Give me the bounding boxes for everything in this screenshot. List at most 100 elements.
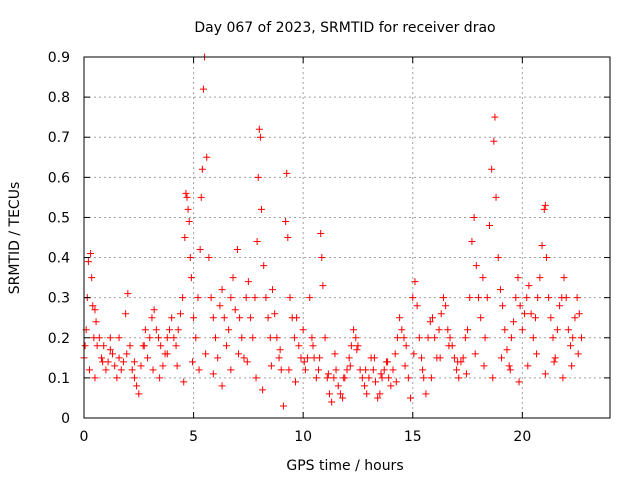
data-point bbox=[525, 282, 533, 290]
data-point bbox=[273, 334, 281, 342]
data-point bbox=[187, 274, 195, 282]
data-point bbox=[180, 378, 188, 386]
data-point bbox=[578, 334, 586, 342]
data-point bbox=[498, 354, 506, 362]
data-point bbox=[124, 290, 132, 298]
data-point bbox=[199, 85, 207, 93]
data-point bbox=[376, 390, 384, 398]
data-point bbox=[455, 374, 463, 382]
y-tick-label: 0.9 bbox=[48, 50, 70, 66]
data-point bbox=[352, 334, 360, 342]
data-point bbox=[358, 374, 366, 382]
data-point bbox=[262, 294, 270, 302]
data-point bbox=[163, 334, 171, 342]
data-point bbox=[87, 250, 95, 258]
data-point bbox=[462, 370, 470, 378]
x-tick-label: 10 bbox=[294, 429, 312, 445]
data-point bbox=[538, 242, 546, 250]
data-point bbox=[437, 310, 445, 318]
data-point bbox=[378, 374, 386, 382]
data-point bbox=[564, 326, 572, 334]
data-point bbox=[128, 366, 136, 374]
data-point bbox=[461, 334, 469, 342]
data-point bbox=[186, 254, 194, 262]
data-point bbox=[119, 358, 127, 366]
data-point bbox=[488, 165, 496, 173]
data-point bbox=[106, 346, 114, 354]
data-point bbox=[98, 354, 106, 362]
data-point bbox=[130, 358, 138, 366]
data-point bbox=[174, 326, 182, 334]
data-point bbox=[106, 334, 114, 342]
data-point bbox=[531, 314, 539, 322]
data-point bbox=[279, 402, 287, 410]
data-point bbox=[523, 294, 531, 302]
data-point bbox=[501, 326, 509, 334]
data-point bbox=[290, 334, 298, 342]
data-point bbox=[387, 382, 395, 390]
data-point bbox=[370, 354, 378, 362]
data-point bbox=[144, 354, 152, 362]
data-point bbox=[512, 294, 520, 302]
data-point bbox=[575, 310, 583, 318]
data-point bbox=[267, 362, 275, 370]
data-point bbox=[516, 302, 524, 310]
data-point bbox=[293, 314, 301, 322]
data-point bbox=[427, 374, 435, 382]
data-point bbox=[259, 386, 267, 394]
data-point bbox=[146, 334, 154, 342]
data-point bbox=[321, 334, 329, 342]
data-point bbox=[541, 370, 549, 378]
data-point bbox=[229, 274, 237, 282]
data-point bbox=[212, 334, 219, 342]
data-point bbox=[331, 350, 339, 358]
data-point bbox=[172, 342, 180, 350]
data-point bbox=[562, 294, 570, 302]
data-point bbox=[91, 306, 99, 314]
data-point bbox=[316, 354, 324, 362]
data-point bbox=[157, 342, 165, 350]
data-point bbox=[291, 378, 299, 386]
data-point bbox=[424, 334, 432, 342]
data-point bbox=[218, 382, 226, 390]
data-point bbox=[411, 278, 419, 286]
data-point bbox=[209, 370, 217, 378]
data-point bbox=[343, 366, 351, 374]
data-point bbox=[396, 314, 404, 322]
data-point bbox=[150, 306, 158, 314]
data-point bbox=[445, 342, 453, 350]
data-point bbox=[141, 326, 149, 334]
data-point bbox=[181, 234, 189, 241]
data-point bbox=[527, 310, 535, 318]
data-point bbox=[402, 342, 410, 350]
data-point bbox=[283, 169, 291, 177]
data-point bbox=[235, 350, 243, 358]
data-point bbox=[559, 374, 567, 382]
data-point bbox=[435, 326, 443, 334]
data-point bbox=[524, 362, 532, 370]
data-point bbox=[268, 286, 276, 294]
data-point bbox=[499, 302, 507, 310]
data-point bbox=[81, 342, 89, 350]
data-point bbox=[483, 294, 491, 302]
data-point bbox=[277, 366, 285, 374]
data-point bbox=[436, 354, 444, 362]
data-point bbox=[92, 318, 100, 326]
data-point bbox=[176, 310, 184, 318]
data-point bbox=[205, 254, 213, 262]
data-point bbox=[571, 314, 579, 322]
chart-title: Day 067 of 2023, SRMTID for receiver dra… bbox=[194, 20, 495, 36]
data-point bbox=[111, 362, 119, 370]
data-point bbox=[247, 314, 255, 322]
plot-frame bbox=[83, 56, 611, 419]
data-point bbox=[540, 205, 548, 213]
data-point bbox=[236, 314, 244, 322]
data-point bbox=[444, 326, 452, 334]
data-point bbox=[556, 302, 564, 310]
data-point bbox=[477, 314, 485, 322]
data-point bbox=[389, 366, 397, 374]
data-point bbox=[391, 350, 399, 358]
data-point bbox=[324, 370, 332, 378]
data-point bbox=[401, 362, 409, 370]
